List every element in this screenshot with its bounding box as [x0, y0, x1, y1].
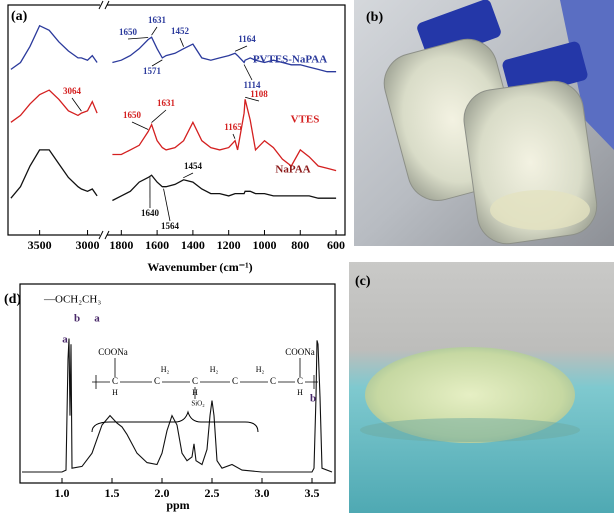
structure-label: COONa — [285, 347, 315, 357]
structure-label: C — [192, 376, 198, 386]
spectrum-line — [10, 89, 98, 123]
series-label: NaPAA — [275, 164, 310, 176]
peak-arrow — [163, 188, 171, 222]
peak-label: b — [310, 393, 316, 405]
atom-bg — [190, 377, 200, 387]
peak-label: 1452 — [171, 26, 190, 36]
peak-arrow — [151, 109, 167, 123]
peak-arrow — [243, 64, 253, 81]
peak-label: 1631 — [148, 15, 167, 25]
peak-label: 1164 — [238, 34, 256, 44]
peak-label: 1114 — [243, 80, 261, 90]
structure-label: SiO₂ — [191, 400, 205, 408]
peak-label: 1640 — [141, 208, 160, 218]
axis-break-gap — [100, 231, 107, 239]
photo-b — [354, 0, 614, 246]
axis-break — [98, 230, 104, 240]
peak-label: 1165 — [224, 122, 242, 132]
x-tick-label: 800 — [291, 238, 309, 252]
x-tick-label: 1.5 — [105, 486, 120, 500]
peak-label: 3064 — [63, 86, 82, 96]
peak-arrow — [232, 133, 236, 139]
spectrum-line — [22, 338, 333, 473]
atom-bg — [110, 377, 120, 387]
peak-arrow — [151, 26, 158, 36]
series-label: PVTES-NaPAA — [253, 54, 327, 66]
structure-label: H₂ — [256, 365, 265, 374]
chart-a: 3500 3000 1800 1600 1400 1200 1000 800 600 Wavenu… — [7, 0, 346, 274]
structure-label: C — [270, 376, 276, 386]
panel-label: (d) — [4, 292, 21, 307]
x-tick-label: 1800 — [109, 238, 133, 252]
plot-frame — [7, 4, 346, 236]
axis-break — [104, 0, 110, 10]
structure-label: COONa — [98, 347, 128, 357]
spectrum-line — [10, 149, 98, 199]
x-axis-label: Wavenumber (cm⁻¹) — [147, 260, 252, 274]
x-tick-label: 3.5 — [305, 486, 320, 500]
plot-frame — [19, 283, 336, 484]
peak-label: 1571 — [143, 66, 162, 76]
structure-label: C — [112, 376, 118, 386]
peak-arrow — [131, 121, 149, 130]
axis-break — [104, 230, 110, 240]
spectrum-line — [112, 36, 337, 73]
structure-label: C — [297, 376, 303, 386]
peak-label: a — [62, 334, 68, 346]
x-tick-label: 1600 — [145, 238, 169, 252]
peak-arrow — [71, 97, 82, 112]
series-label: VTES — [291, 114, 320, 126]
spectrum-line — [112, 174, 337, 202]
spectrum-line — [112, 99, 337, 172]
atom-bg — [230, 377, 240, 387]
peak-label: 1564 — [161, 221, 180, 231]
peak-arrow — [127, 37, 149, 40]
structure-label: C — [154, 376, 160, 386]
x-tick-label: 1200 — [217, 238, 241, 252]
peak-label: 1454 — [184, 161, 203, 171]
peak-label: 1108 — [250, 89, 268, 99]
x-tick-label: 1.0 — [55, 486, 70, 500]
axis-break — [98, 0, 104, 10]
peak-label: 1631 — [157, 98, 176, 108]
panel-label: (c) — [355, 274, 371, 289]
ethoxy-label: a — [94, 313, 100, 325]
peak-arrow — [234, 45, 248, 52]
ethoxy-label: b — [74, 313, 80, 325]
structure-label: H₂ — [161, 365, 170, 374]
x-tick-label: 2.5 — [205, 486, 220, 500]
atom-bg — [295, 377, 305, 387]
structure-label: C — [232, 376, 238, 386]
x-tick-label: 3500 — [28, 238, 52, 252]
panel-label: (a) — [11, 9, 28, 24]
peak-label: 1650 — [119, 27, 138, 37]
peak-arrow — [183, 172, 194, 179]
peak-arrow — [151, 59, 163, 67]
photo-c — [349, 262, 614, 513]
peak-arrow — [245, 96, 260, 102]
ethoxy-formula: —OCH₂CH₃ — [43, 294, 101, 306]
structure-label: H — [112, 388, 118, 397]
structure-label: H — [192, 388, 198, 397]
x-tick-label: 3.0 — [255, 486, 270, 500]
brace — [91, 410, 259, 433]
structure-label: H — [297, 388, 303, 397]
structure-label: H₂ — [210, 365, 219, 374]
x-tick-label: 3000 — [76, 238, 100, 252]
x-tick-label: 1000 — [252, 238, 276, 252]
panel-label: (b) — [366, 10, 383, 25]
spectrum-line — [10, 24, 98, 70]
x-tick-label: 600 — [327, 238, 345, 252]
x-tick-label: 1400 — [181, 238, 205, 252]
atom-bg — [268, 377, 278, 387]
axis-break-gap — [100, 1, 107, 9]
x-axis-label: ppm — [166, 498, 189, 512]
peak-arrow — [179, 37, 184, 47]
atom-bg — [152, 377, 162, 387]
x-tick-label: 2.0 — [155, 486, 170, 500]
peak-label: 1650 — [123, 110, 142, 120]
